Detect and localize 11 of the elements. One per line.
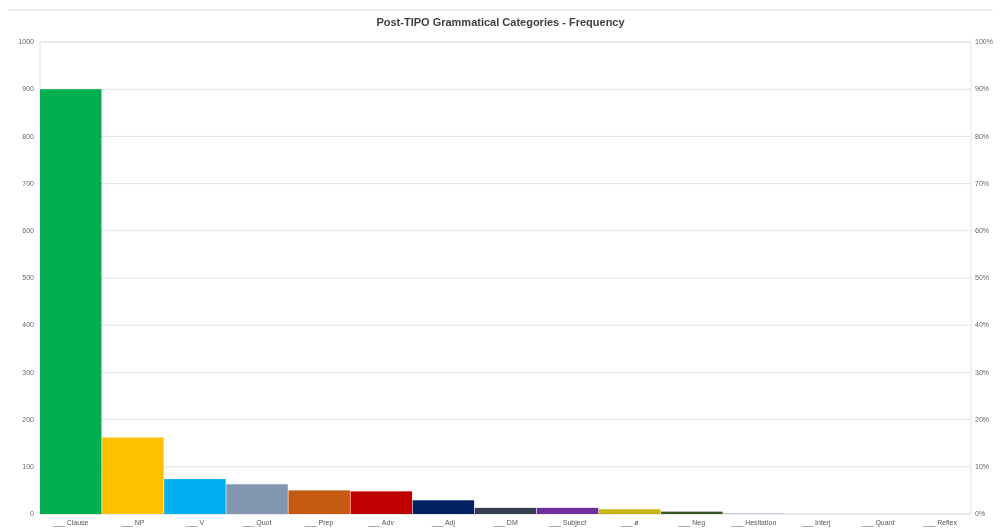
bar — [536, 507, 599, 514]
bar — [102, 437, 164, 514]
bar — [350, 491, 413, 514]
bar — [164, 479, 226, 514]
bar — [474, 507, 537, 514]
bar — [598, 509, 661, 514]
bar — [412, 500, 475, 514]
chart-title: Post-TIPO Grammatical Categories - Frequency — [376, 16, 626, 28]
bar — [288, 490, 350, 514]
bar — [226, 484, 288, 514]
bar — [40, 89, 102, 514]
